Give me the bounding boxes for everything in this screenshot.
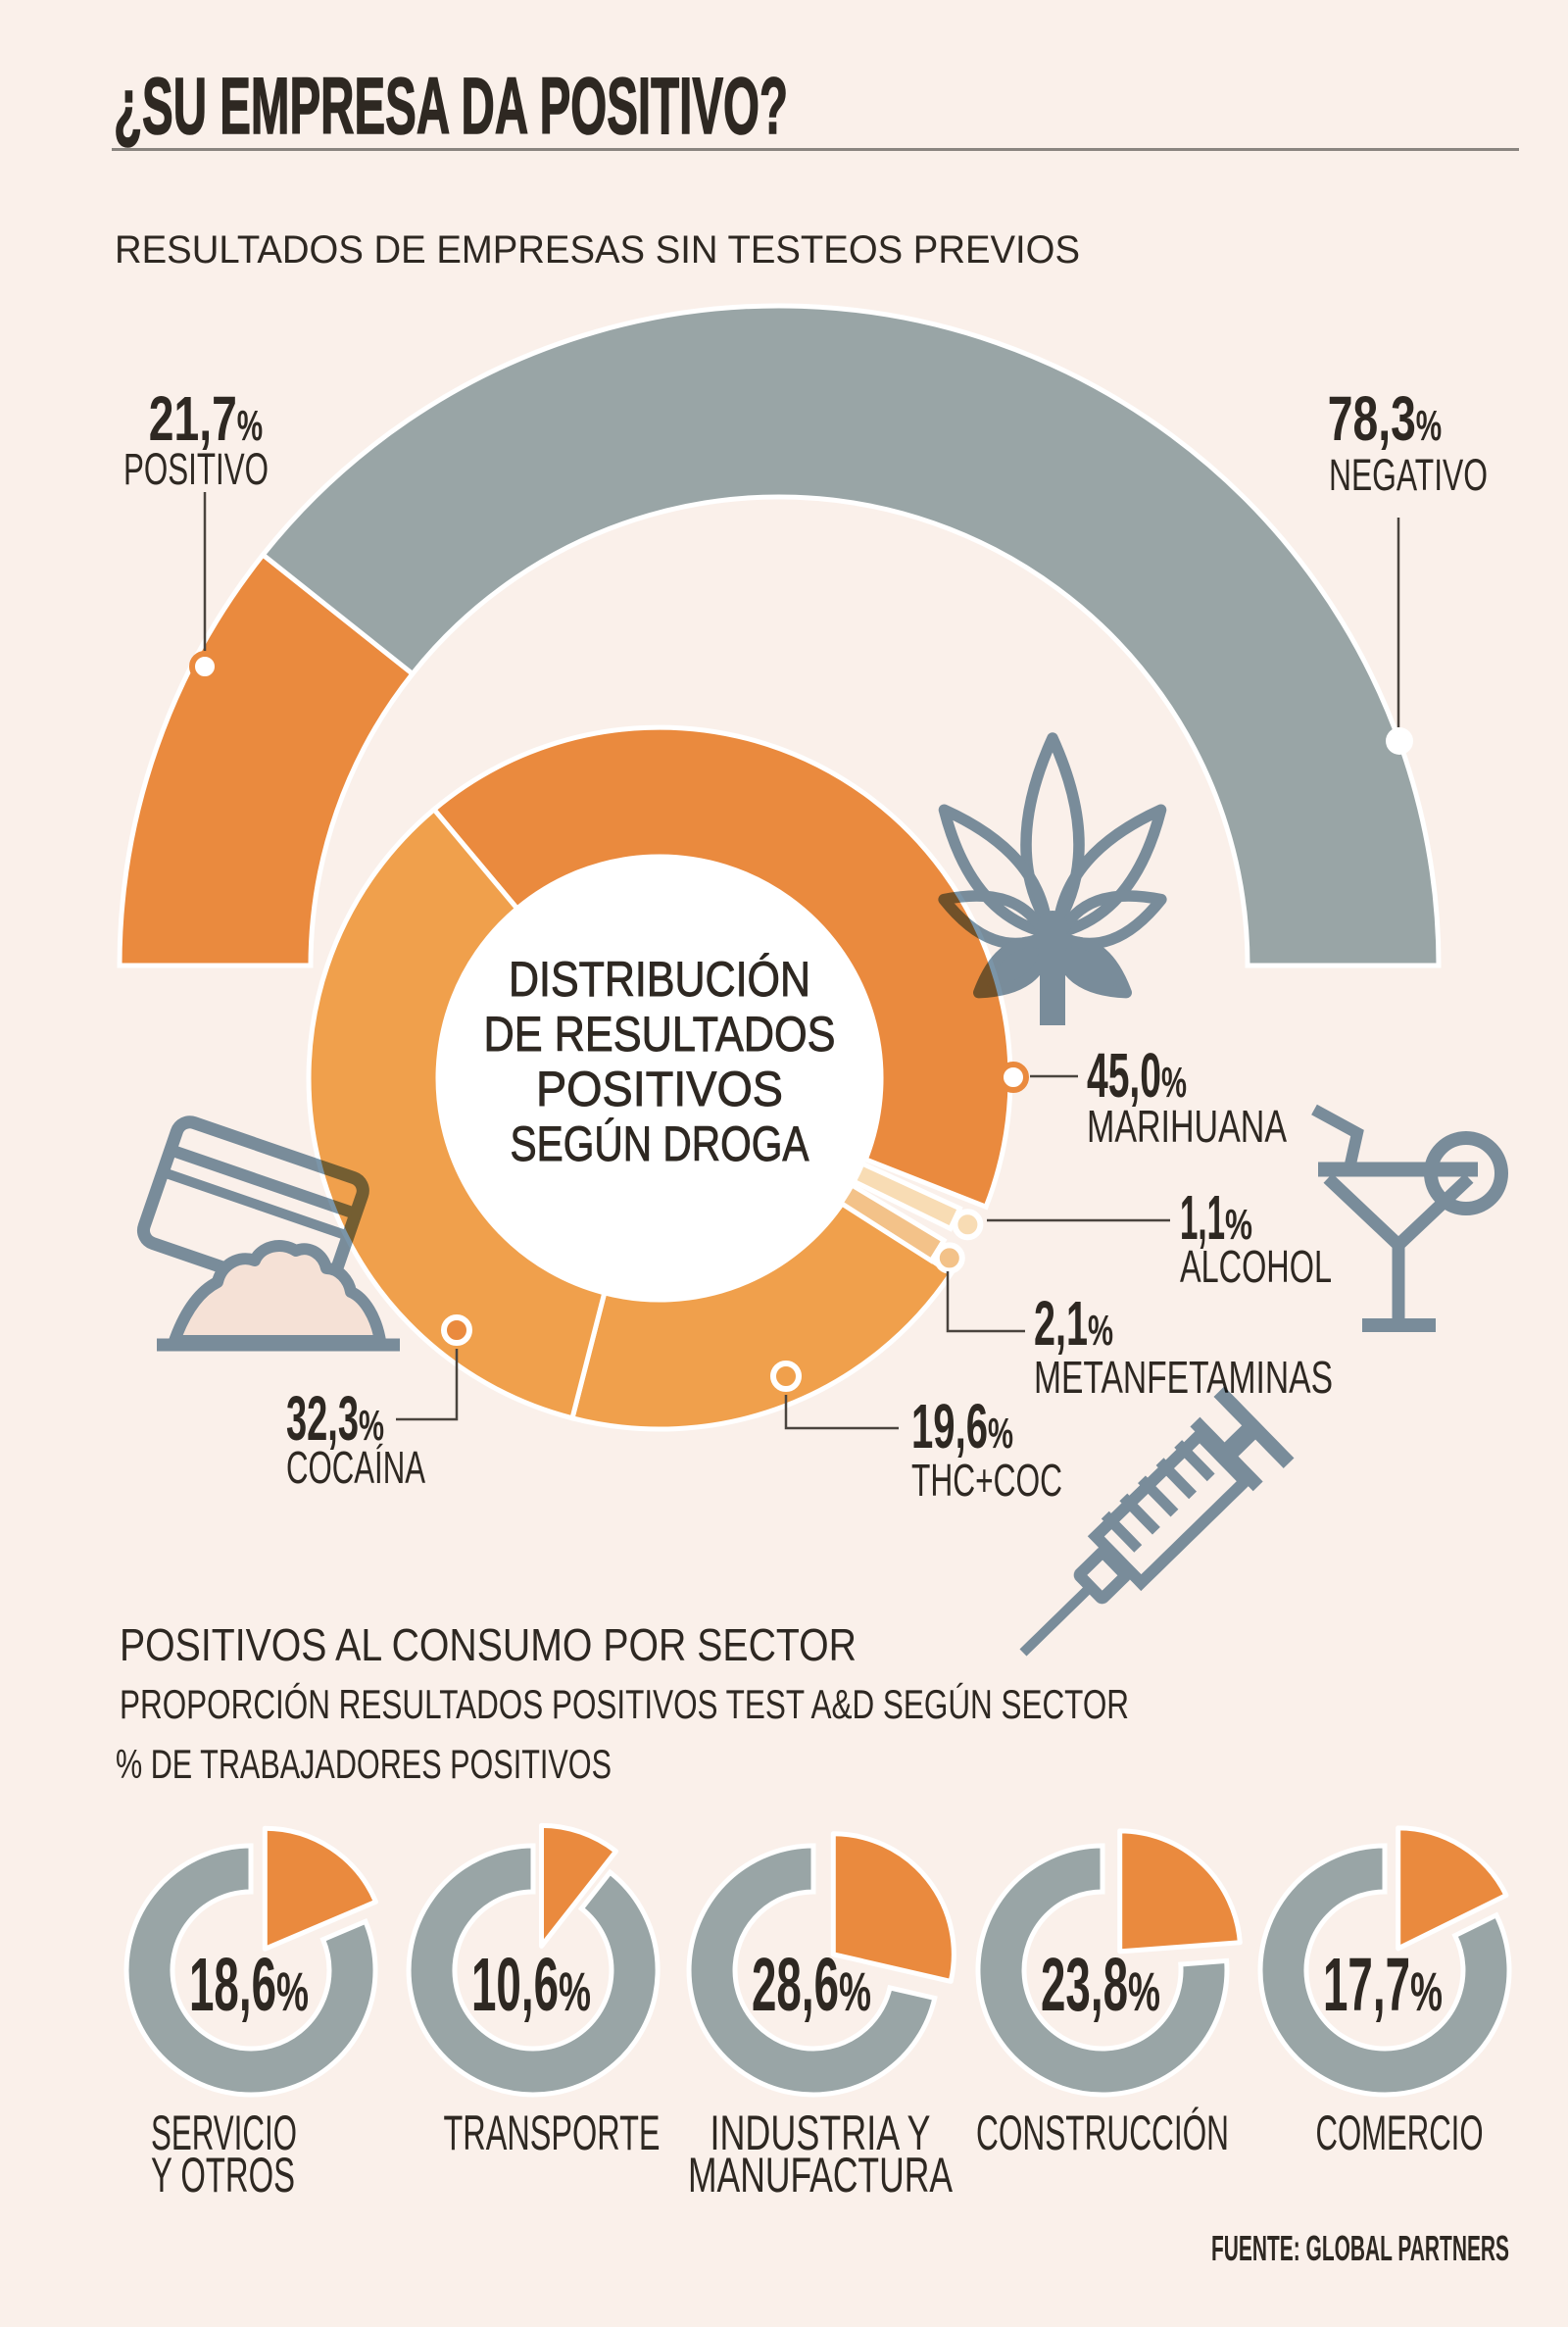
svg-text:DISTRIBUCIÓN: DISTRIBUCIÓN (509, 952, 810, 1007)
svg-text:18,6%: 18,6% (189, 1943, 309, 2027)
svg-text:RESULTADOS DE EMPRESAS SIN TES: RESULTADOS DE EMPRESAS SIN TESTEOS PREVI… (115, 228, 1080, 272)
svg-text:ALCOHOL: ALCOHOL (1180, 1241, 1332, 1292)
svg-text:78,3%: 78,3% (1328, 383, 1442, 454)
svg-text:FUENTE: GLOBAL PARTNERS: FUENTE: GLOBAL PARTNERS (1211, 2228, 1509, 2268)
svg-text:23,8%: 23,8% (1041, 1943, 1160, 2027)
svg-text:19,6%: 19,6% (911, 1391, 1013, 1461)
svg-text:% DE TRABAJADORES POSITIVOS: % DE TRABAJADORES POSITIVOS (116, 1741, 612, 1787)
svg-text:METANFETAMINAS: METANFETAMINAS (1034, 1352, 1333, 1403)
svg-text:COMERCIO: COMERCIO (1316, 2105, 1484, 2160)
svg-text:17,7%: 17,7% (1323, 1943, 1443, 2027)
svg-text:MARIHUANA: MARIHUANA (1087, 1101, 1287, 1152)
svg-text:45,0%: 45,0% (1087, 1040, 1187, 1111)
svg-text:DE RESULTADOS: DE RESULTADOS (484, 1007, 836, 1062)
svg-text:POSITIVO: POSITIVO (123, 444, 269, 494)
svg-text:THC+COC: THC+COC (911, 1455, 1062, 1506)
svg-text:MANUFACTURA: MANUFACTURA (688, 2148, 953, 2203)
svg-text:POSITIVOS: POSITIVOS (536, 1062, 783, 1116)
svg-text:CONSTRUCCIÓN: CONSTRUCCIÓN (976, 2105, 1229, 2160)
svg-text:NEGATIVO: NEGATIVO (1329, 450, 1488, 500)
svg-text:SERVICIO: SERVICIO (151, 2105, 297, 2160)
svg-text:TRANSPORTE: TRANSPORTE (444, 2105, 661, 2160)
svg-text:¿SU EMPRESA DA POSITIVO?: ¿SU EMPRESA DA POSITIVO? (114, 62, 788, 151)
svg-text:32,3%: 32,3% (286, 1383, 384, 1454)
svg-text:COCAÍNA: COCAÍNA (286, 1442, 425, 1493)
svg-text:SEGÚN DROGA: SEGÚN DROGA (511, 1116, 810, 1171)
svg-text:INDUSTRIA Y: INDUSTRIA Y (710, 2105, 931, 2160)
svg-text:PROPORCIÓN RESULTADOS POSITIVO: PROPORCIÓN RESULTADOS POSITIVOS TEST A&D… (120, 1681, 1129, 1727)
svg-text:POSITIVOS AL CONSUMO POR SECTO: POSITIVOS AL CONSUMO POR SECTOR (120, 1619, 857, 1670)
svg-text:21,7%: 21,7% (149, 383, 263, 454)
svg-text:1,1%: 1,1% (1180, 1182, 1252, 1253)
svg-text:10,6%: 10,6% (471, 1943, 591, 2027)
svg-text:2,1%: 2,1% (1034, 1288, 1113, 1359)
svg-text:Y OTROS: Y OTROS (151, 2148, 295, 2203)
svg-text:28,6%: 28,6% (752, 1943, 871, 2027)
